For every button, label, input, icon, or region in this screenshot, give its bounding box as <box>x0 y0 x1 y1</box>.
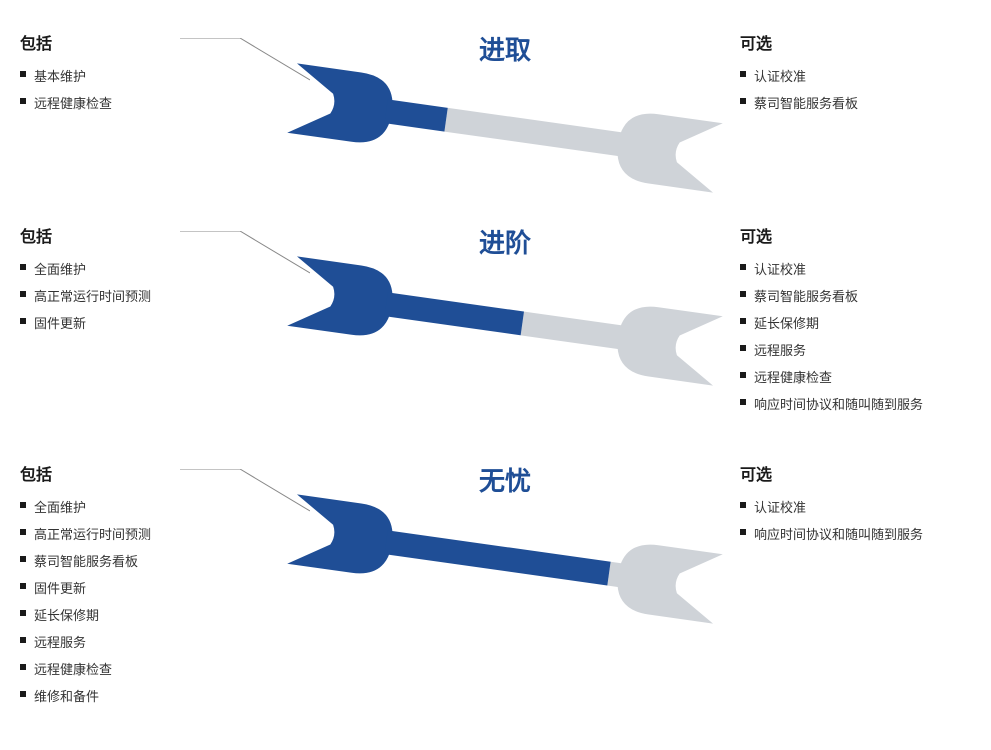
wrench-icon <box>270 473 741 646</box>
list-item: 延长保修期 <box>20 605 270 624</box>
included-title: 包括 <box>20 30 270 54</box>
tier-title: 无忧 <box>479 461 531 498</box>
list-item: 基本维护 <box>20 66 270 85</box>
optional-column: 可选认证校准响应时间协议和随叫随到服务 <box>740 461 970 551</box>
list-item: 远程健康检查 <box>20 93 270 112</box>
list-item: 固件更新 <box>20 578 270 597</box>
list-item: 高正常运行时间预测 <box>20 524 270 543</box>
optional-column: 可选认证校准蔡司智能服务看板延长保修期远程服务远程健康检查响应时间协议和随叫随到… <box>740 223 970 421</box>
included-title: 包括 <box>20 461 270 485</box>
list-item: 高正常运行时间预测 <box>20 286 270 305</box>
tier-title: 进阶 <box>479 223 531 260</box>
wrench-icon <box>270 235 741 408</box>
included-column: 包括全面维护高正常运行时间预测固件更新 <box>20 223 270 340</box>
list-item: 全面维护 <box>20 497 270 516</box>
optional-list: 认证校准响应时间协议和随叫随到服务 <box>740 497 970 543</box>
included-title: 包括 <box>20 223 270 247</box>
optional-column: 可选认证校准蔡司智能服务看板 <box>740 30 970 120</box>
center-column: 无忧 <box>270 461 740 614</box>
included-list: 全面维护高正常运行时间预测蔡司智能服务看板固件更新延长保修期远程服务远程健康检查… <box>20 497 270 705</box>
list-item: 认证校准 <box>740 66 970 85</box>
optional-list: 认证校准蔡司智能服务看板延长保修期远程服务远程健康检查响应时间协议和随叫随到服务 <box>740 259 970 413</box>
optional-title: 可选 <box>740 461 970 485</box>
list-item: 维修和备件 <box>20 686 270 705</box>
included-column: 包括基本维护远程健康检查 <box>20 30 270 120</box>
tier-row-tier-3: 包括全面维护高正常运行时间预测蔡司智能服务看板固件更新延长保修期远程服务远程健康… <box>20 461 971 713</box>
list-item: 蔡司智能服务看板 <box>740 286 970 305</box>
wrench-wrap <box>275 73 735 183</box>
list-item: 远程健康检查 <box>740 367 970 386</box>
tier-row-tier-2: 包括全面维护高正常运行时间预测固件更新 进阶 可选认证校准蔡司智能服务看板延长保修… <box>20 223 971 421</box>
included-column: 包括全面维护高正常运行时间预测蔡司智能服务看板固件更新延长保修期远程服务远程健康… <box>20 461 270 713</box>
included-list: 全面维护高正常运行时间预测固件更新 <box>20 259 270 332</box>
list-item: 响应时间协议和随叫随到服务 <box>740 394 970 413</box>
center-column: 进取 <box>270 30 740 183</box>
optional-list: 认证校准蔡司智能服务看板 <box>740 66 970 112</box>
list-item: 认证校准 <box>740 497 970 516</box>
tier-row-tier-1: 包括基本维护远程健康检查 进取 可选认证校准蔡司智能服务看板 <box>20 30 971 183</box>
list-item: 全面维护 <box>20 259 270 278</box>
wrench-wrap <box>275 266 735 376</box>
list-item: 响应时间协议和随叫随到服务 <box>740 524 970 543</box>
optional-title: 可选 <box>740 223 970 247</box>
list-item: 蔡司智能服务看板 <box>740 93 970 112</box>
included-list: 基本维护远程健康检查 <box>20 66 270 112</box>
list-item: 延长保修期 <box>740 313 970 332</box>
list-item: 远程服务 <box>20 632 270 651</box>
infographic-root: 包括基本维护远程健康检查进取 可选认证校准蔡司智能服务看板 包括全面维护高正常运… <box>20 30 971 713</box>
center-column: 进阶 <box>270 223 740 376</box>
list-item: 蔡司智能服务看板 <box>20 551 270 570</box>
list-item: 远程健康检查 <box>20 659 270 678</box>
tier-title: 进取 <box>479 30 531 67</box>
list-item: 认证校准 <box>740 259 970 278</box>
wrench-wrap <box>275 504 735 614</box>
list-item: 远程服务 <box>740 340 970 359</box>
optional-title: 可选 <box>740 30 970 54</box>
list-item: 固件更新 <box>20 313 270 332</box>
wrench-icon <box>270 42 741 215</box>
